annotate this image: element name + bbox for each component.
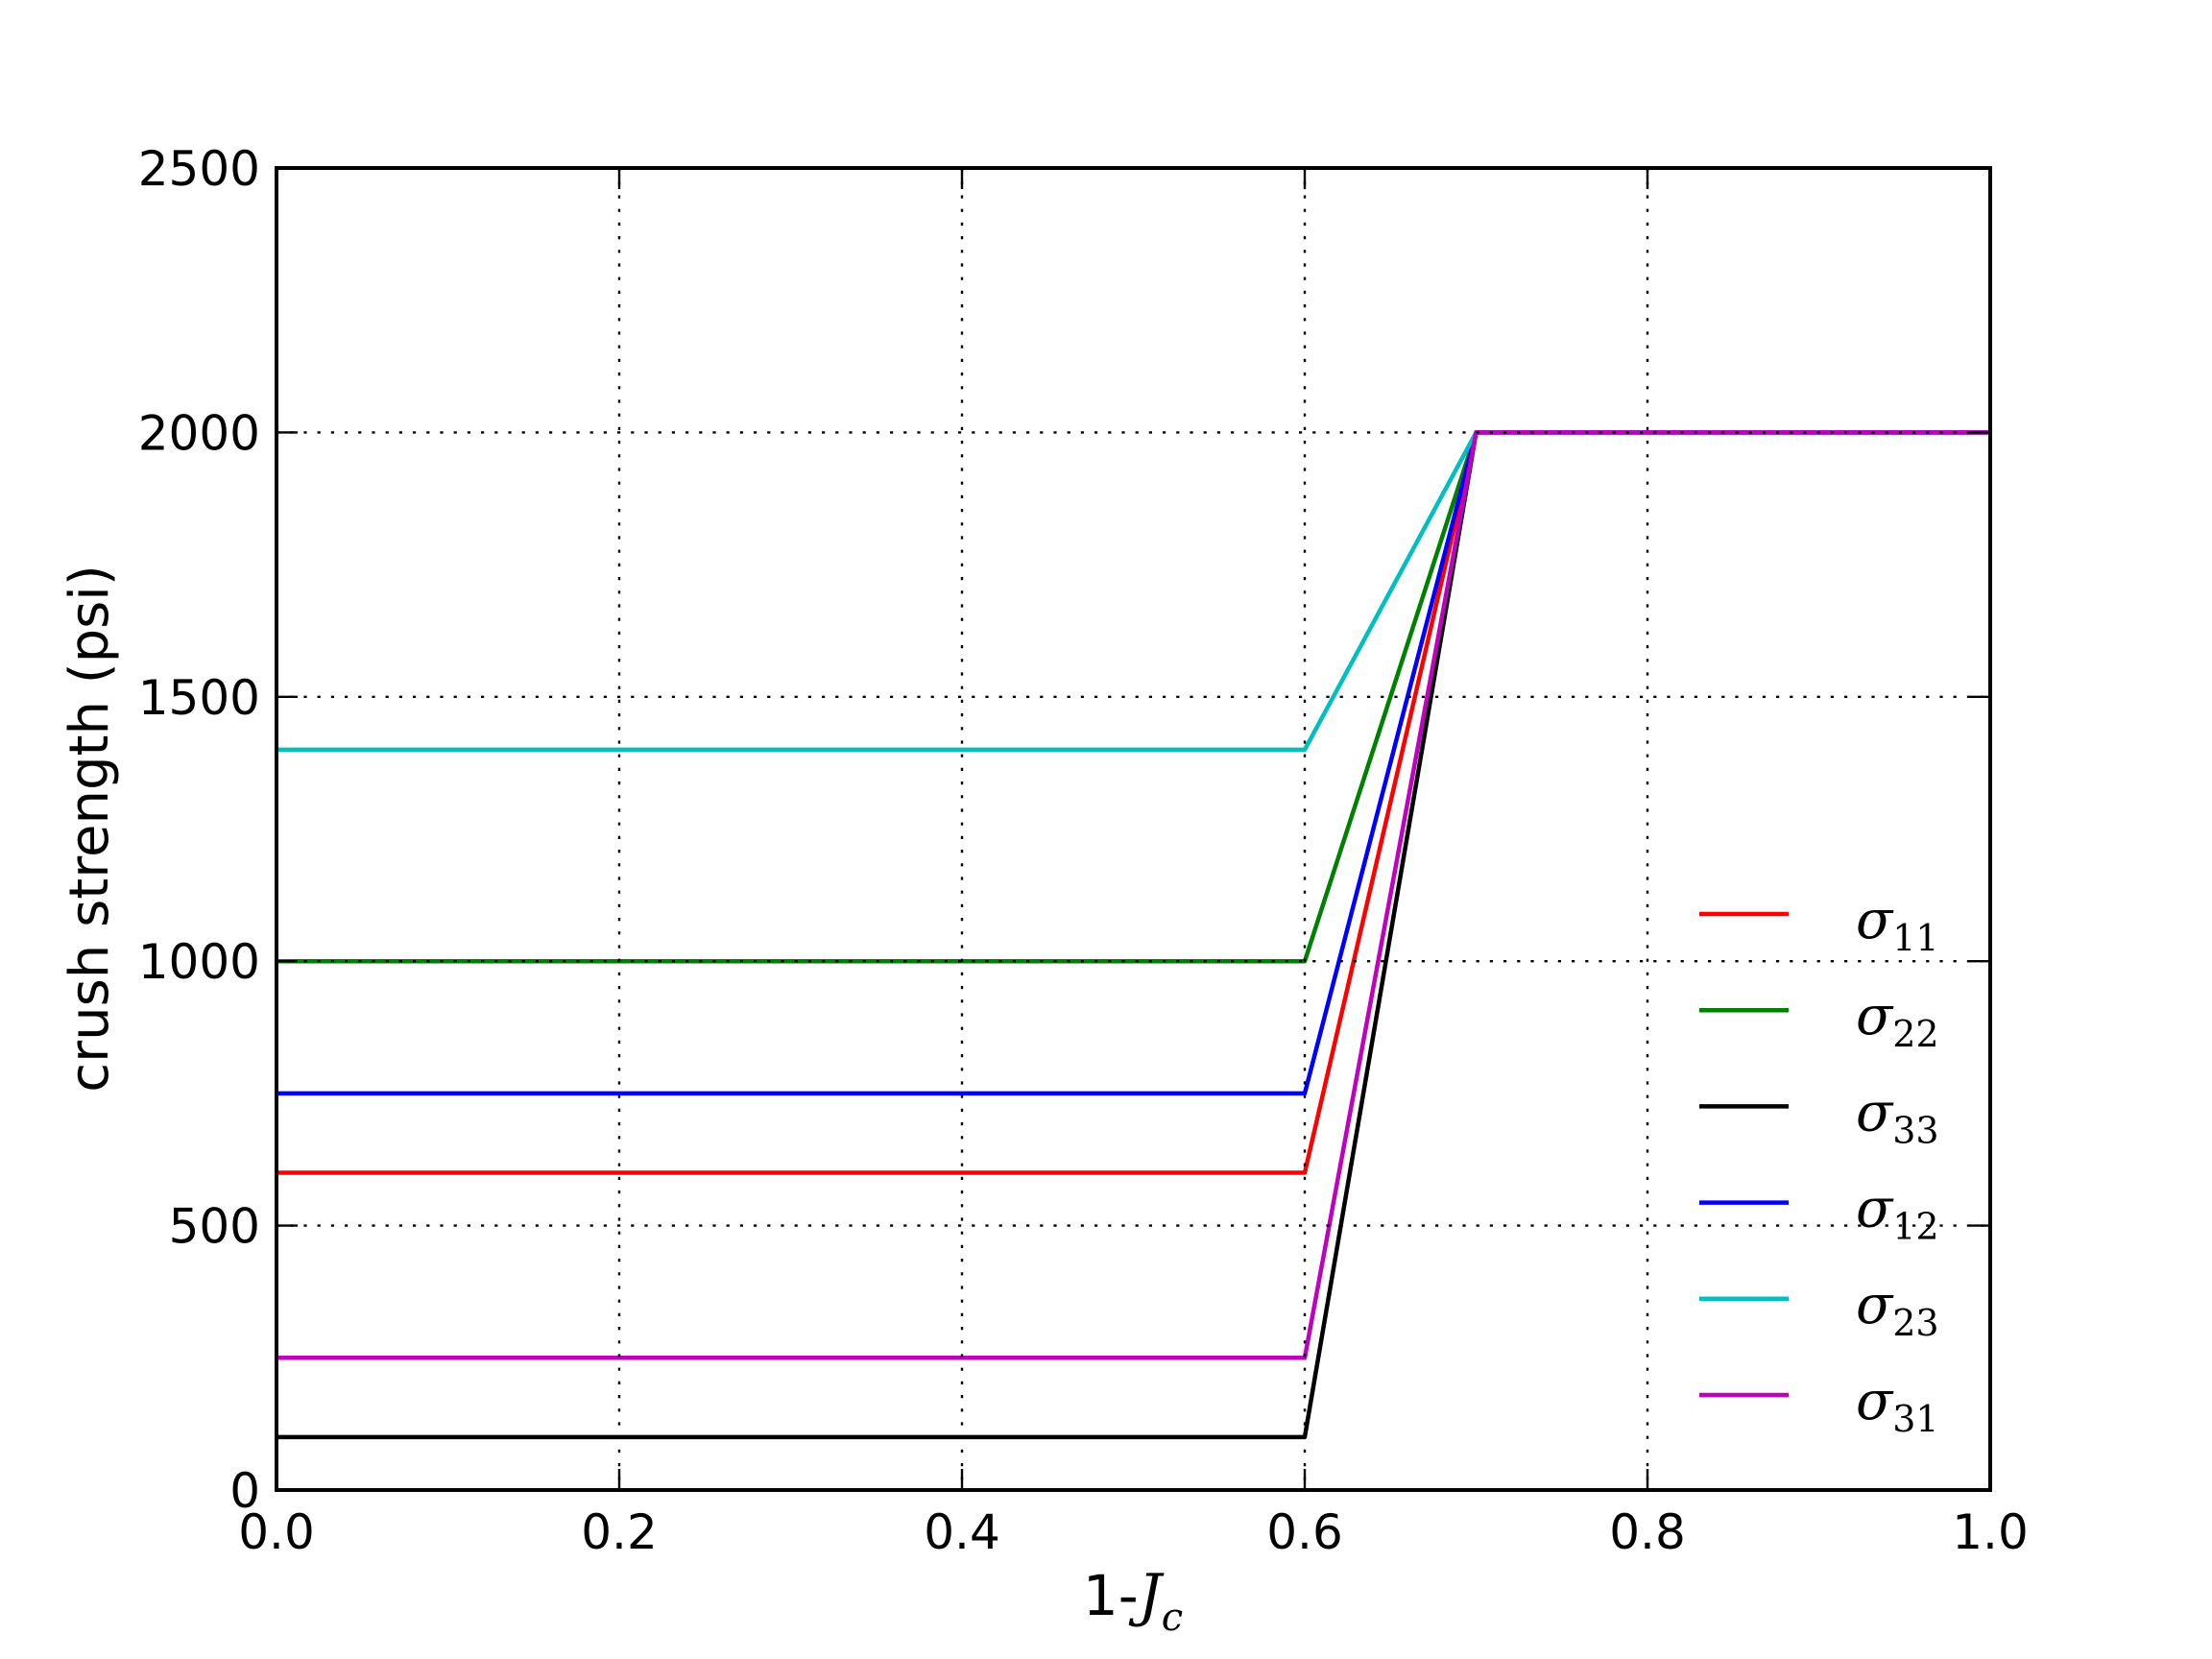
- y-axis-label: crush strength (psi): [59, 565, 121, 1092]
- legend-item-sigma_33: σ33: [1699, 1081, 1939, 1151]
- series-line-sigma_12: [276, 430, 1990, 1096]
- y-tick-label-0: 0: [229, 1463, 260, 1519]
- legend-item-sigma_23: σ23: [1699, 1274, 1939, 1344]
- series-line-sigma_33: [276, 430, 1990, 1440]
- gridlines-group: [276, 168, 1990, 1490]
- x-tick-label-0.8: 0.8: [1609, 1504, 1686, 1560]
- legend-group: σ11 σ22 σ33 σ12 σ23 σ31: [1699, 889, 1939, 1440]
- x-tick-label-0.0: 0.0: [238, 1504, 315, 1560]
- legend-item-sigma_31: σ31: [1699, 1370, 1939, 1440]
- x-tick-label-0.2: 0.2: [581, 1504, 658, 1560]
- series-line-sigma_22: [276, 430, 1990, 964]
- legend-label-sigma_12: σ12: [1856, 1178, 1939, 1248]
- legend-item-sigma_22: σ22: [1699, 985, 1939, 1055]
- legend-label-sigma_11: σ11: [1856, 889, 1939, 959]
- legend-label-sigma_22: σ22: [1856, 985, 1939, 1055]
- tick-labels-group: 0.0 0.2 0.4 0.6 0.8 1.0 0 500 1000 1500 2000 2500: [138, 141, 2029, 1560]
- y-tick-label-500: 500: [169, 1199, 260, 1255]
- legend-label-sigma_23: σ23: [1856, 1274, 1939, 1344]
- series-line-sigma_11: [276, 430, 1990, 1175]
- legend-label-sigma_31: σ31: [1856, 1370, 1939, 1440]
- y-tick-label-1500: 1500: [138, 670, 260, 726]
- x-tick-label-1.0: 1.0: [1952, 1504, 2029, 1560]
- series-line-sigma_31: [276, 430, 1990, 1360]
- x-tick-label-0.6: 0.6: [1266, 1504, 1343, 1560]
- series-line-sigma_23: [276, 430, 1990, 753]
- x-axis-label: 1-Jc: [1083, 1562, 1183, 1640]
- x-label-subscript: c: [1162, 1596, 1183, 1640]
- legend-item-sigma_12: σ12: [1699, 1178, 1939, 1248]
- y-tick-label-2000: 2000: [138, 405, 260, 461]
- legend-label-sigma_33: σ33: [1856, 1081, 1939, 1151]
- x-tick-label-0.4: 0.4: [924, 1504, 1000, 1560]
- axes-frame: [275, 166, 1992, 1492]
- x-label-prefix: 1-: [1083, 1563, 1139, 1628]
- series-group: [276, 430, 1990, 1440]
- legend-item-sigma_11: σ11: [1699, 889, 1939, 959]
- y-tick-label-2500: 2500: [138, 141, 260, 197]
- y-tick-label-1000: 1000: [138, 934, 260, 990]
- axes-frame-group: [275, 166, 1992, 1492]
